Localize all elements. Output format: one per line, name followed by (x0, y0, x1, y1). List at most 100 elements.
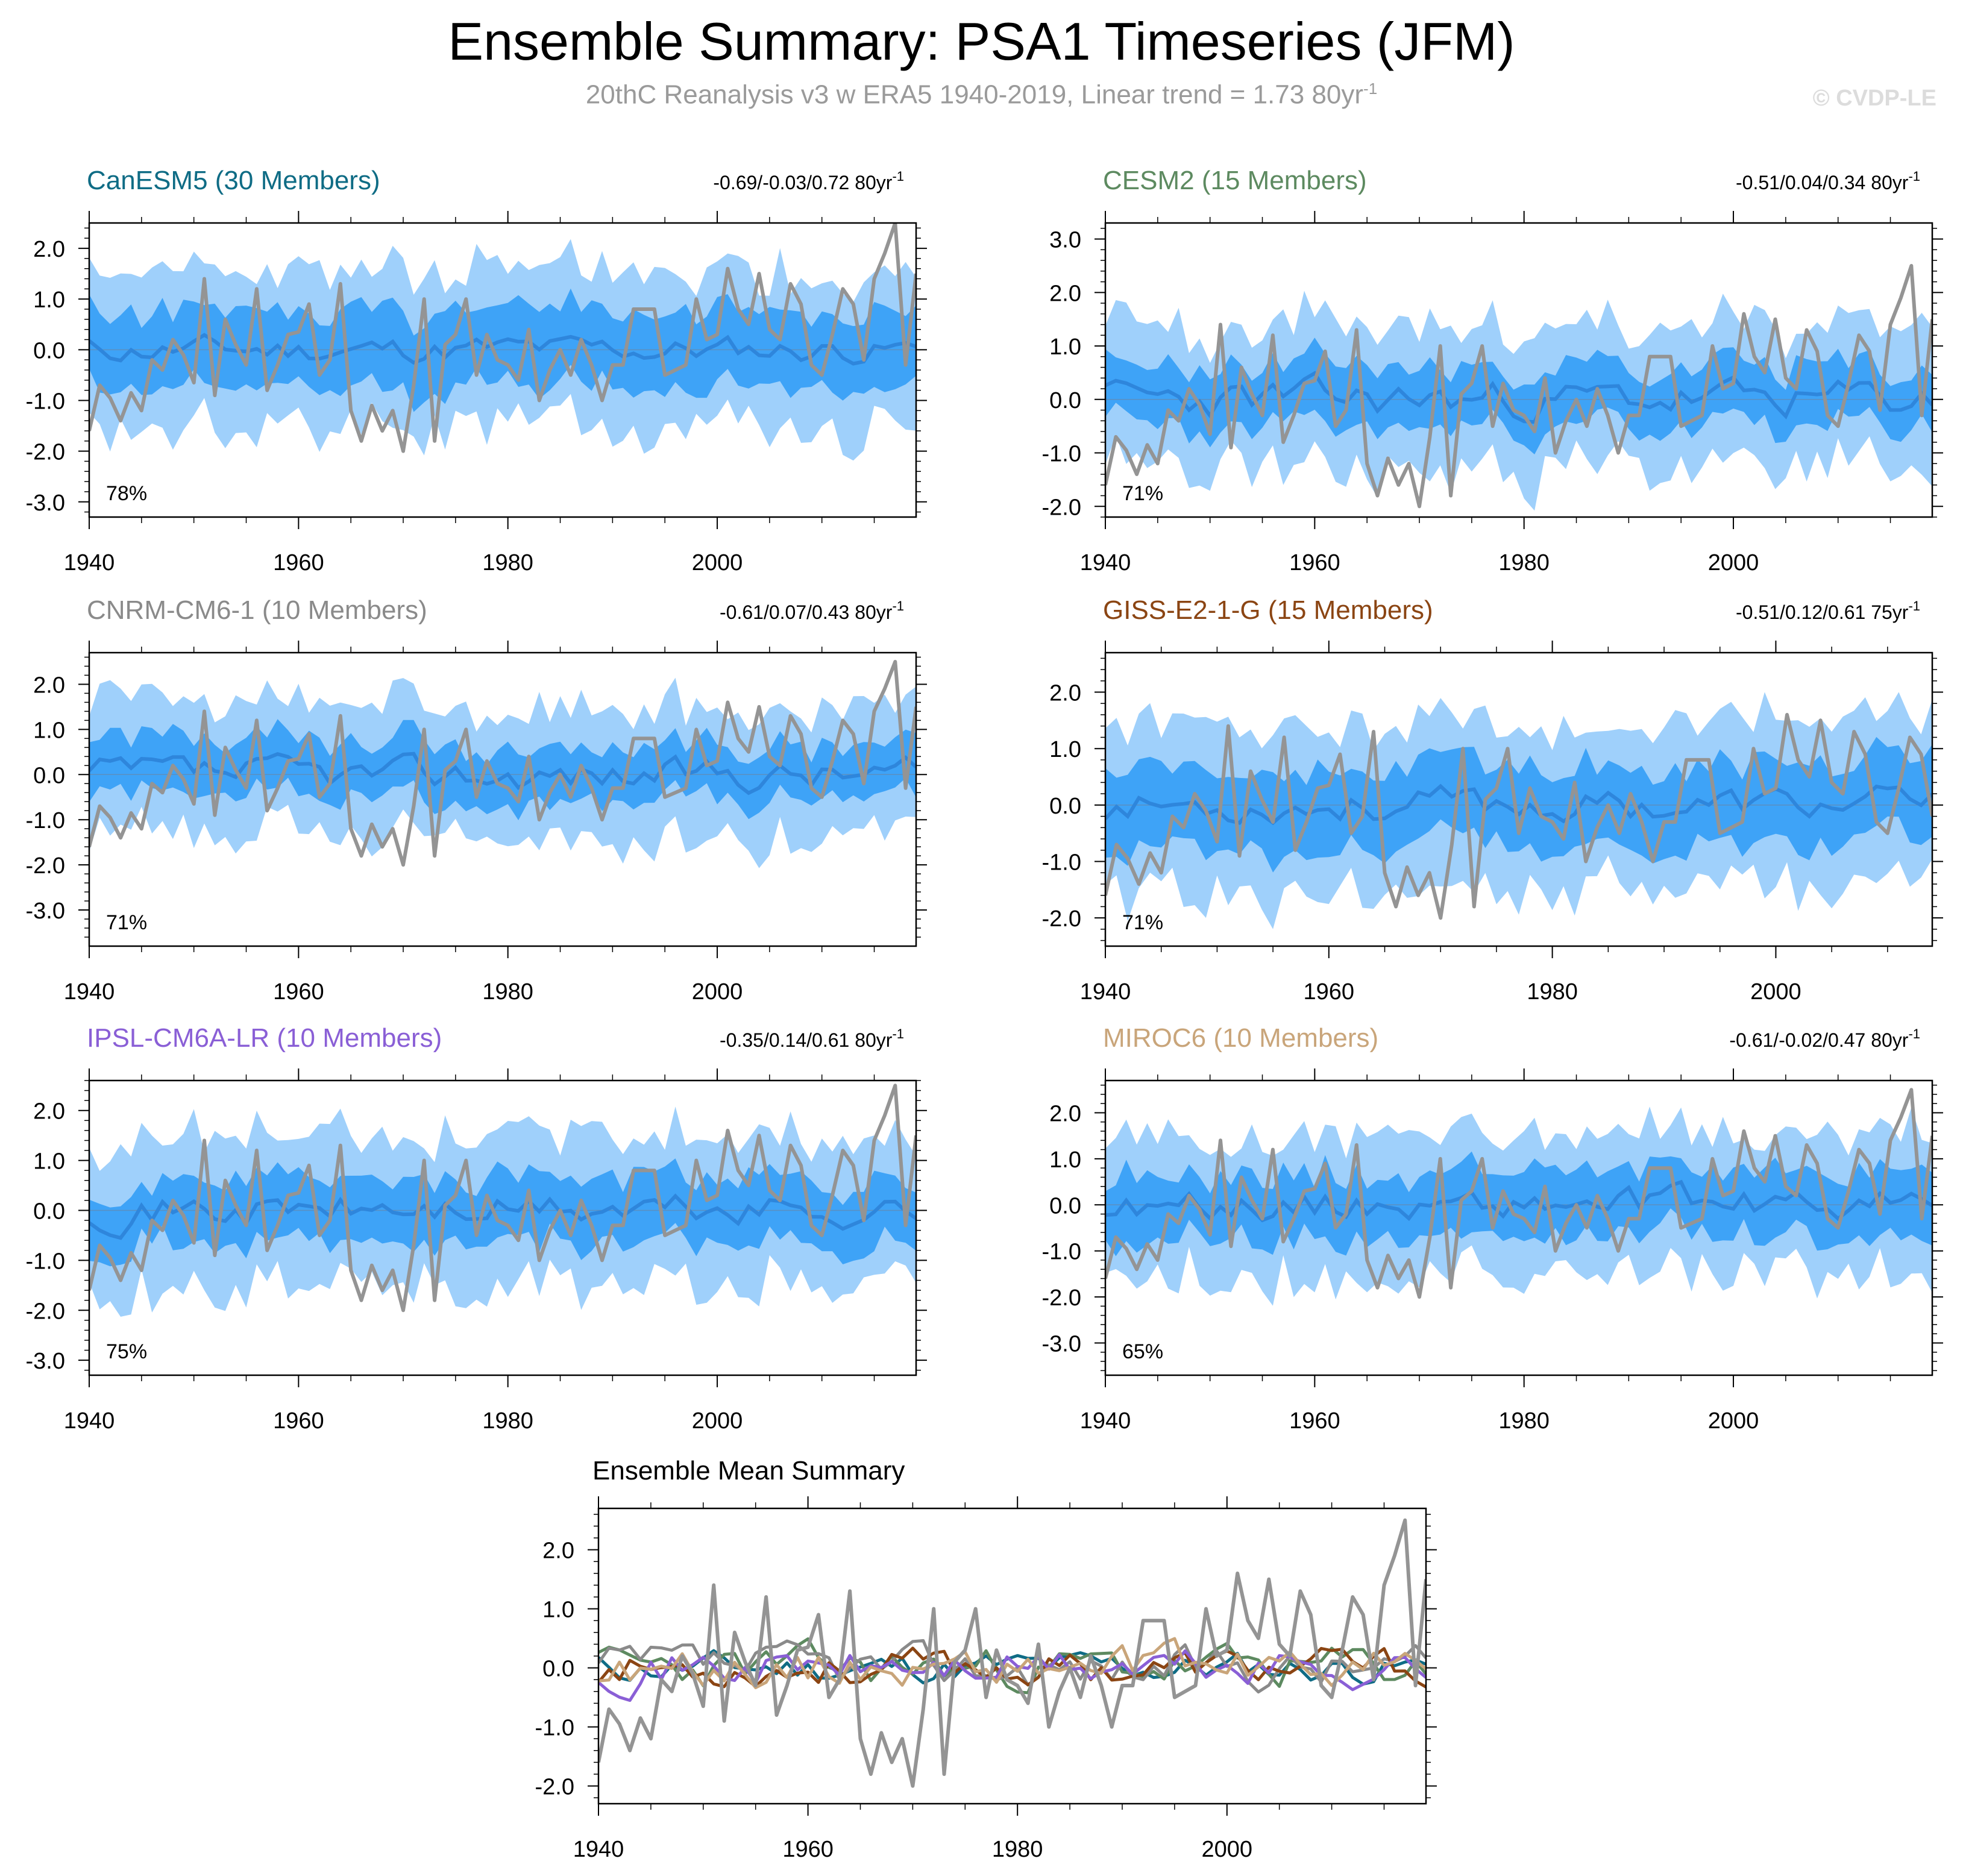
watermark: © CVDP-LE (1812, 86, 1936, 111)
y-tick-label: 1.0 (542, 1598, 574, 1623)
plot-frame (88, 651, 917, 947)
ensemble-mean-line (89, 333, 916, 366)
x-tick-label: 1940 (64, 550, 115, 576)
panel-title: MIROC6 (10 Members) (1103, 1023, 1378, 1053)
inner-range-band (1105, 337, 1932, 454)
y-tick-label: 0.0 (1049, 388, 1081, 413)
panel-title: CNRM-CM6-1 (10 Members) (87, 595, 427, 625)
panel-stats-text: -0.35/0.14/0.61 80yr (720, 1029, 893, 1051)
chart-panel-ipsl-cm6a-lr: IPSL-CM6A-LR (10 Members) -0.35/0.14/0.61… (26, 1023, 927, 1434)
x-tick-label: 1980 (1498, 550, 1550, 576)
plot-frame (1104, 651, 1933, 947)
y-tick-label: -1.0 (26, 808, 65, 833)
y-tick-label: -2.0 (26, 1299, 65, 1324)
panel-stats-text: -0.51/0.12/0.61 75yr (1736, 601, 1909, 623)
x-tick-label: 1940 (1080, 550, 1131, 576)
x-tick-label: 1960 (1289, 1408, 1340, 1434)
x-tick-label: 2000 (1708, 550, 1759, 576)
plot-area (1105, 1088, 1932, 1306)
y-tick-label: -2.0 (26, 853, 65, 879)
y-tick-label: 0.0 (33, 1199, 65, 1224)
panel-stats: -0.61/-0.02/0.47 80yr-1 (1729, 1026, 1920, 1051)
subtitle-text: 20thC Reanalysis v3 w ERA5 1940-2019, Li… (585, 80, 1364, 110)
x-tick-label: 2000 (692, 979, 743, 1005)
x-tick-label: 1980 (482, 550, 533, 576)
y-tick-label: 0.0 (1049, 794, 1081, 819)
observations-line (89, 1084, 916, 1313)
percent-label: 71% (1122, 911, 1163, 934)
inner-range-band (89, 1158, 916, 1267)
x-tick-label: 1980 (1498, 1408, 1550, 1434)
y-tick-label: -1.0 (535, 1716, 574, 1741)
ensemble-mean-line (1105, 371, 1932, 424)
panel-stats: -0.61/0.07/0.43 80yr-1 (720, 598, 904, 623)
y-tick-label: 0.0 (542, 1657, 574, 1682)
y-tick-label: 2.0 (33, 1099, 65, 1125)
panel-stats-superscript: -1 (1908, 598, 1920, 613)
chart-panel-giss-e2-1-g: GISS-E2-1-G (15 Members) -0.51/0.12/0.61 … (1042, 595, 1943, 1005)
y-tick-label: -1.0 (1042, 442, 1081, 467)
panel-stats-text: -0.51/0.04/0.34 80yr (1736, 172, 1909, 193)
y-tick-label: -3.0 (26, 1349, 65, 1374)
inner-range-band (89, 719, 916, 821)
x-tick-label: 1960 (1289, 550, 1340, 576)
series-line-giss-e2-1-g (598, 1646, 1426, 1689)
y-tick-label: 0.0 (33, 338, 65, 363)
x-tick-label: 1940 (1080, 1408, 1131, 1434)
subtitle-superscript: -1 (1363, 80, 1378, 98)
chart-panel-canesm5: CanESM5 (30 Members) -0.69/-0.03/0.72 80y… (26, 166, 927, 576)
y-tick-label: -3.0 (1042, 1332, 1081, 1357)
plot-area (598, 1518, 1426, 1788)
panel-stats: -0.35/0.14/0.61 80yr-1 (720, 1026, 904, 1051)
x-tick-label: 1960 (782, 1837, 834, 1862)
observations-line (89, 223, 916, 453)
series-line-20thc-reanalysis-v3-w-era5 (598, 1518, 1426, 1788)
y-tick-label: 1.0 (33, 287, 65, 313)
x-tick-label: 2000 (1708, 1408, 1759, 1434)
page-subtitle: 20thC Reanalysis v3 w ERA5 1940-2019, Li… (0, 80, 1963, 110)
panel-title: Ensemble Mean Summary (592, 1456, 905, 1485)
y-tick-label: -2.0 (535, 1775, 574, 1800)
percent-label: 78% (106, 482, 147, 505)
plot-area (89, 1084, 916, 1317)
chart-panel-miroc6: MIROC6 (10 Members) -0.61/-0.02/0.47 80yr… (1042, 1023, 1943, 1434)
x-tick-label: 1980 (1527, 979, 1578, 1005)
series-line-cesm2 (598, 1637, 1426, 1695)
ensemble-mean-line (89, 751, 916, 795)
x-tick-label: 2000 (1750, 979, 1801, 1005)
y-tick-label: 2.0 (1049, 1101, 1081, 1126)
plot-frame (1104, 1079, 1933, 1376)
x-tick-label: 1960 (1304, 979, 1355, 1005)
x-tick-label: 1980 (482, 1408, 533, 1434)
panel-stats-superscript: -1 (892, 169, 904, 184)
y-tick-label: -2.0 (1042, 1285, 1081, 1311)
panel-title: IPSL-CM6A-LR (10 Members) (87, 1023, 442, 1053)
observations-line (1105, 713, 1932, 920)
x-tick-label: 1980 (482, 979, 533, 1005)
y-tick-label: -2.0 (1042, 495, 1081, 520)
y-tick-label: -1.0 (26, 389, 65, 414)
y-tick-label: -3.0 (26, 491, 65, 516)
percent-label: 65% (1122, 1340, 1163, 1363)
panel-title: CanESM5 (30 Members) (87, 166, 380, 195)
panel-stats-superscript: -1 (1908, 1026, 1920, 1041)
y-tick-label: -1.0 (1042, 1240, 1081, 1265)
panel-stats-superscript: -1 (892, 1026, 904, 1041)
y-tick-label: 0.0 (33, 763, 65, 788)
plot-area (1105, 264, 1932, 511)
y-tick-label: 3.0 (1049, 228, 1081, 253)
panel-title: CESM2 (15 Members) (1103, 166, 1367, 195)
x-tick-label: 2000 (1202, 1837, 1253, 1862)
x-tick-label: 2000 (692, 1408, 743, 1434)
panel-stats-superscript: -1 (892, 598, 904, 613)
observations-line (1105, 1088, 1932, 1299)
plot-area (89, 660, 916, 868)
percent-label: 75% (106, 1340, 147, 1363)
y-tick-label: 1.0 (33, 718, 65, 743)
inner-range-band (89, 288, 916, 412)
x-tick-label: 1960 (273, 550, 324, 576)
panel-stats-text: -0.61/-0.02/0.47 80yr (1729, 1029, 1908, 1051)
observations-line (1105, 264, 1932, 509)
y-tick-label: -1.0 (26, 1249, 65, 1274)
